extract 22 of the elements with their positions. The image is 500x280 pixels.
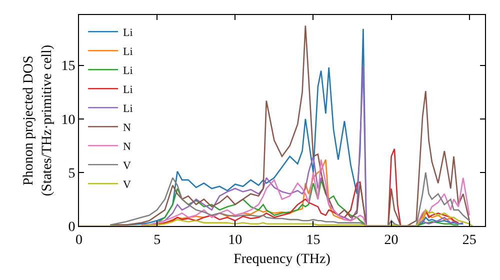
legend-label: Li xyxy=(123,84,133,96)
legend-label: V xyxy=(123,160,132,172)
y-tick-label: 10 xyxy=(61,112,76,128)
legend-label: N xyxy=(123,122,132,134)
x-tick-label: 20 xyxy=(384,232,398,248)
y-tick-label: 15 xyxy=(61,59,76,74)
x-axis-title: Frequency (THz) xyxy=(234,252,331,268)
legend-label: V xyxy=(123,178,132,191)
legend-label: Li xyxy=(123,46,133,58)
line-series xyxy=(79,209,474,226)
y-axis-title: Phonon projected DOS (States/THz·primitive cell) xyxy=(22,44,55,196)
y-tick-label: 0 xyxy=(68,220,76,235)
legend-label: Li xyxy=(123,64,133,77)
legend-label: Li xyxy=(123,102,133,115)
x-tick-label: 25 xyxy=(462,232,476,248)
line-series xyxy=(110,172,470,226)
legend-label: Li xyxy=(123,26,133,39)
legend-label: N xyxy=(123,140,132,153)
y-tick-label: 5 xyxy=(68,166,76,182)
x-tick-label: 10 xyxy=(228,232,242,248)
x-tick-label: 5 xyxy=(154,232,161,248)
x-tick-label: 15 xyxy=(306,232,320,248)
